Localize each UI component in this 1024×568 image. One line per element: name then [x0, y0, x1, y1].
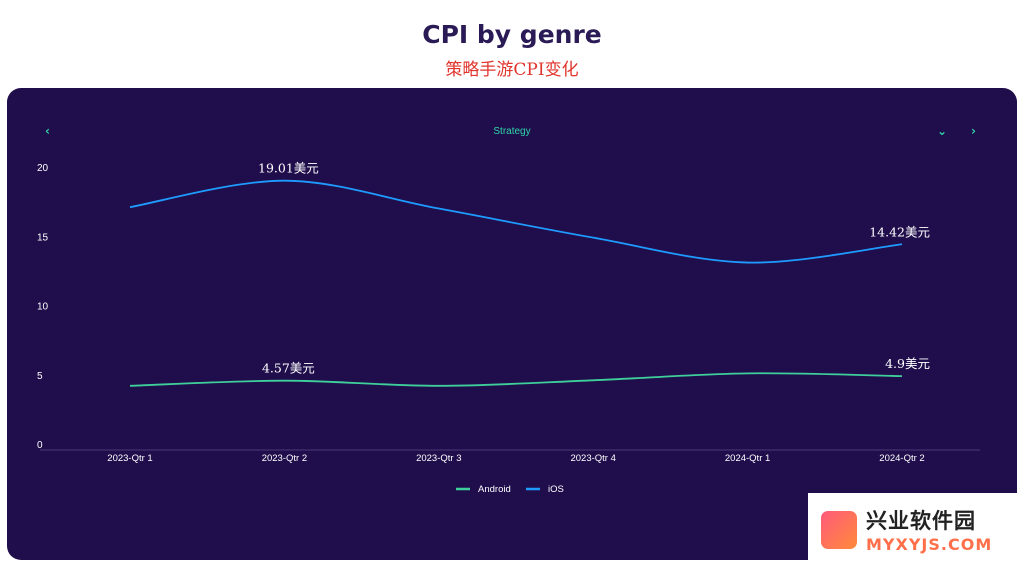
- x-tick-label: 2023-Qtr 4: [570, 453, 615, 464]
- watermark-logo-icon: [821, 511, 857, 549]
- data-label: 4.9美元: [885, 356, 930, 371]
- y-tick-label: 15: [37, 232, 49, 243]
- data-label: 4.57美元: [262, 361, 315, 376]
- series-line-ios: [129, 179, 903, 264]
- chevron-left-icon[interactable]: ‹: [45, 124, 50, 138]
- data-label: 19.01美元: [258, 161, 319, 176]
- watermark-name: 兴业软件园: [866, 509, 976, 533]
- y-tick-label: 0: [37, 440, 43, 451]
- data-label: 14.42美元: [869, 224, 930, 239]
- chevron-down-icon[interactable]: ⌄: [937, 124, 948, 138]
- x-tick-label: 2024-Qtr 1: [725, 453, 770, 464]
- chart-subtitle: 策略手游CPI变化: [445, 60, 579, 80]
- series-line-android: [129, 372, 903, 387]
- watermark: 兴业软件园 MYXYJS.COM: [808, 493, 1024, 568]
- genre-selector[interactable]: Strategy: [493, 126, 531, 137]
- y-tick-label: 5: [37, 371, 43, 382]
- x-tick-label: 2024-Qtr 2: [879, 453, 924, 464]
- chevron-right-icon[interactable]: ›: [971, 124, 976, 138]
- legend-label: Android: [478, 484, 511, 495]
- x-tick-label: 2023-Qtr 3: [416, 453, 461, 464]
- x-tick-label: 2023-Qtr 2: [262, 453, 307, 464]
- chart-panel: ‹ Strategy ⌄ ›: [7, 88, 1017, 560]
- y-tick-label: 10: [37, 302, 49, 313]
- x-tick-label: 2023-Qtr 1: [107, 453, 152, 464]
- y-tick-label: 20: [37, 163, 49, 174]
- chart-title: CPI by genre: [422, 20, 602, 49]
- legend-label: iOS: [548, 484, 564, 495]
- watermark-url: MYXYJS.COM: [866, 535, 993, 554]
